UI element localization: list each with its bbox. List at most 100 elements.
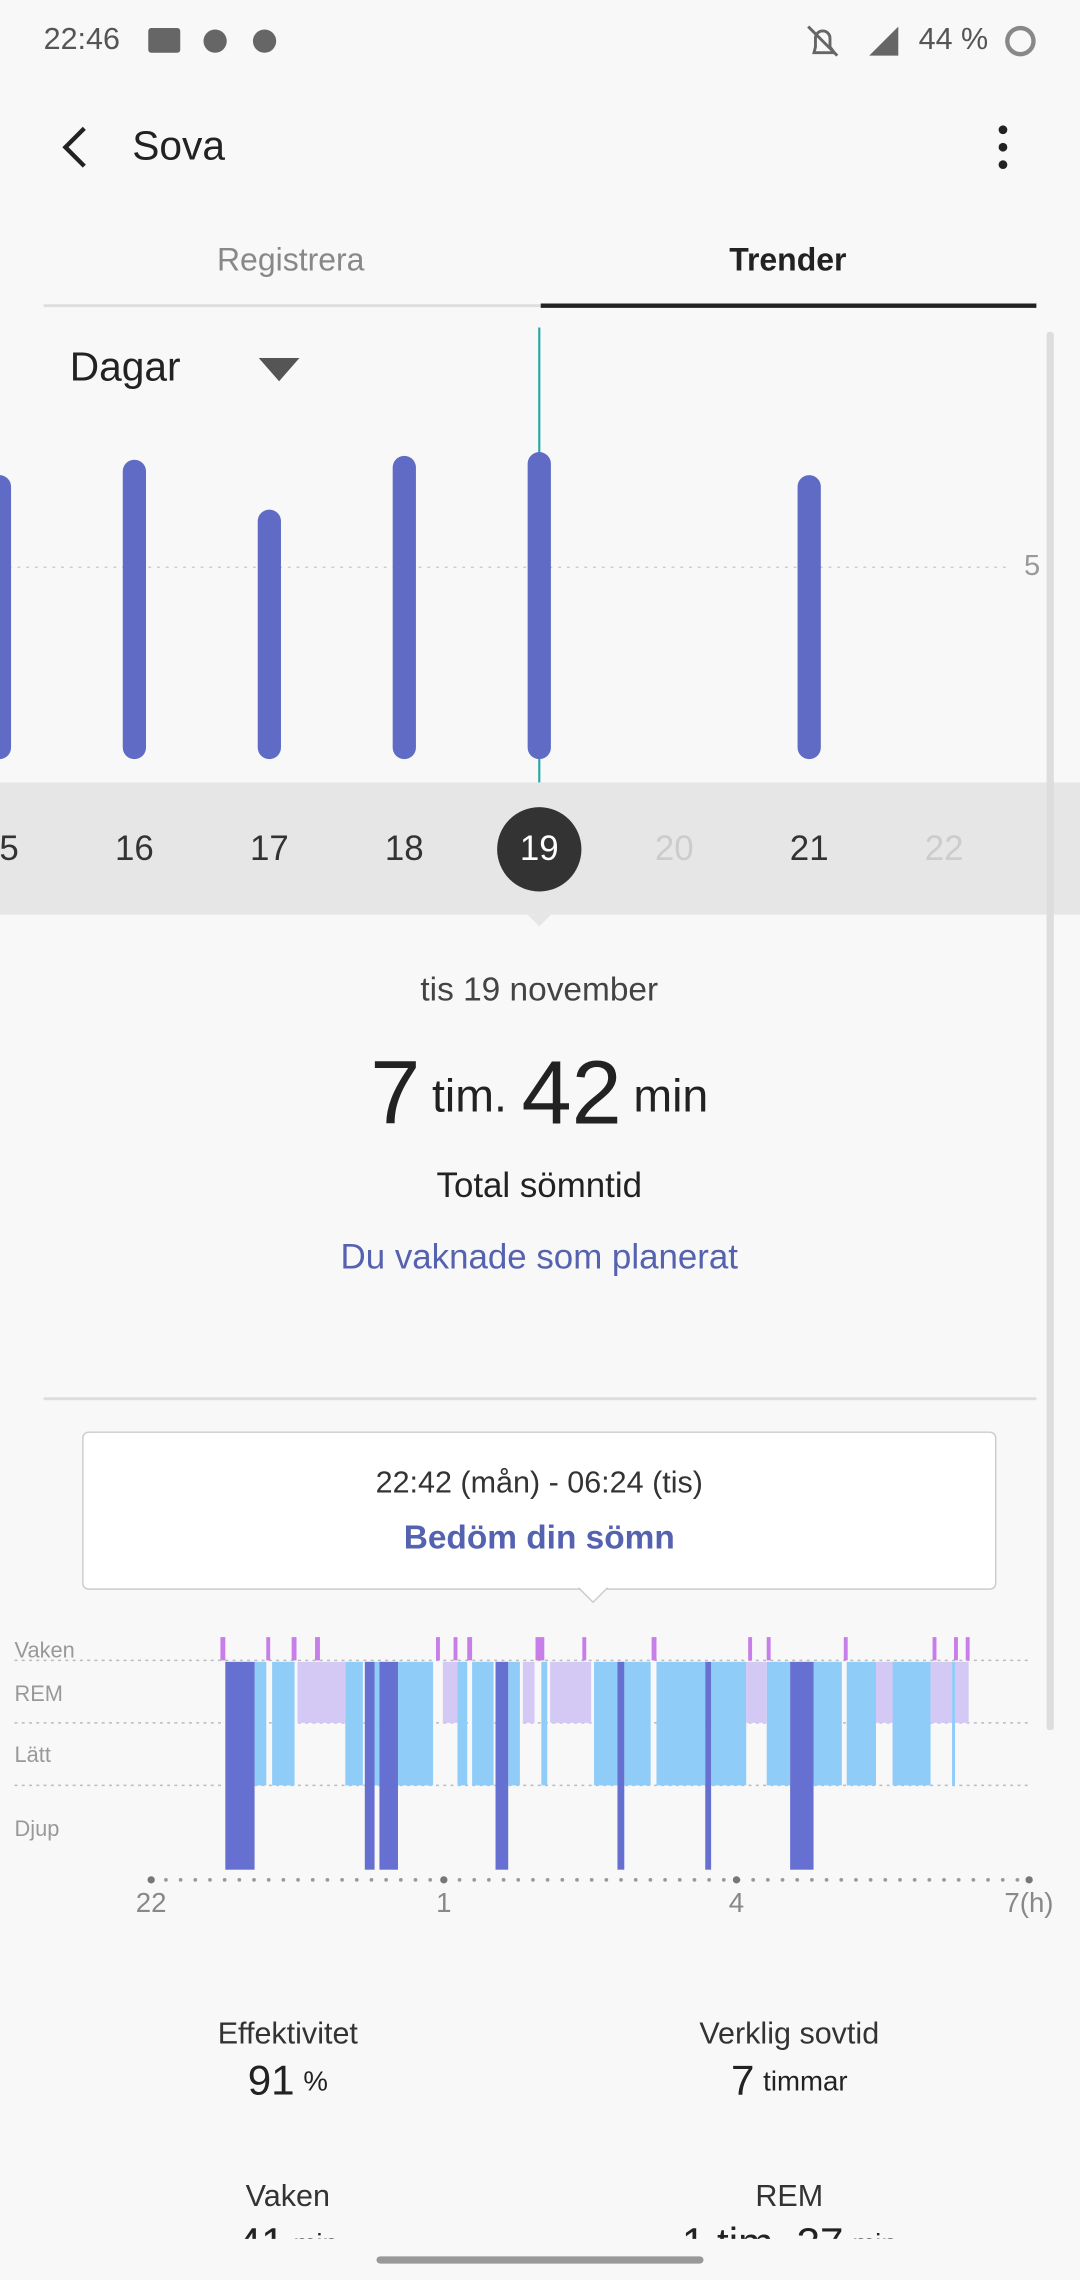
stage-segment <box>594 1661 618 1786</box>
stat-value: 1 tim. 37 min <box>682 2219 897 2266</box>
date-label: 20 <box>655 829 694 868</box>
stage-segment <box>965 1637 970 1661</box>
stat-label: REM <box>755 2179 823 2213</box>
x-tick-label: 7(h) <box>1004 1887 1053 1918</box>
stat-label: Effektivitet <box>218 2016 359 2050</box>
popup-action[interactable]: Bedöm din sömn <box>404 1520 675 1557</box>
stage-segment <box>436 1637 440 1661</box>
stage-segment <box>790 1661 814 1870</box>
dropdown-arrow[interactable] <box>258 357 300 382</box>
date-label: 19 <box>520 829 559 868</box>
stage-segment <box>364 1661 375 1870</box>
bar <box>257 509 281 760</box>
stage-segment <box>651 1637 657 1661</box>
level-label: Vaken <box>15 1637 75 1662</box>
stage-segment <box>522 1661 535 1723</box>
more-menu[interactable] <box>998 125 1008 170</box>
stage-segment <box>220 1637 226 1661</box>
stat-unit: % <box>303 2066 328 2097</box>
stat-number: 7 <box>731 2057 754 2104</box>
stage-segment <box>952 1661 955 1786</box>
back-button[interactable] <box>62 126 86 168</box>
summary-note: Du vaknade som planerat <box>341 1237 739 1276</box>
stage-segment <box>766 1637 771 1661</box>
strip-pointer <box>527 914 551 927</box>
stage-segment <box>656 1661 706 1786</box>
stage-segment <box>746 1661 767 1723</box>
stage-segment <box>954 1637 958 1661</box>
stage-segment <box>291 1637 297 1661</box>
total-sleep: 7 tim. 42 min <box>370 1042 708 1143</box>
stage-segment <box>875 1661 893 1723</box>
y-tick-label: 5 <box>1024 550 1040 582</box>
status-battery: 44 % <box>919 22 989 56</box>
stage-segment <box>379 1661 398 1870</box>
stage-segment <box>541 1661 548 1786</box>
stage-segment <box>272 1661 295 1786</box>
status-time: 22:46 <box>44 22 120 56</box>
battery-icon <box>1005 25 1036 57</box>
x-tick <box>147 1876 155 1884</box>
tab[interactable]: Registrera <box>217 241 365 277</box>
status-icons <box>148 25 899 57</box>
stage-segment <box>442 1661 458 1723</box>
stage-segment <box>843 1637 848 1661</box>
stat-value: 91% <box>248 2057 328 2104</box>
stat-value: 7 timmar <box>731 2057 848 2104</box>
stage-segment <box>535 1637 545 1661</box>
stat-unit: min <box>852 2228 897 2259</box>
stage-segment <box>315 1637 320 1661</box>
date-label: 22 <box>925 829 964 868</box>
stat-number: 91 <box>248 2057 295 2104</box>
stage-segment <box>495 1661 509 1870</box>
x-tick-label: 22 <box>136 1887 167 1918</box>
stage-segment <box>457 1661 468 1786</box>
tab-active[interactable]: Trender <box>729 241 846 277</box>
stage-segment <box>813 1661 842 1786</box>
x-tick <box>732 1876 741 1884</box>
level-label: Lätt <box>15 1742 51 1767</box>
bar <box>392 455 416 760</box>
home-indicator <box>376 2256 704 2264</box>
date-label: 15 <box>0 829 19 868</box>
stage-segment <box>932 1637 937 1661</box>
stat-unit: min <box>293 2228 338 2259</box>
stage-segment <box>453 1637 458 1661</box>
stage-segment <box>711 1661 747 1786</box>
stage-segment <box>624 1661 651 1786</box>
stage-segment <box>846 1661 876 1786</box>
stat-label: Vaken <box>246 2179 330 2213</box>
hypnogram: Vaken REM Lätt Djup 22 1 4 7(h) <box>14 1637 1054 1918</box>
x-tick <box>440 1876 448 1884</box>
stage-segment <box>297 1661 346 1723</box>
stage-segment <box>345 1661 363 1786</box>
stage-segment <box>748 1637 753 1661</box>
date-label: 16 <box>115 829 154 868</box>
stage-segment <box>617 1661 625 1870</box>
popup[interactable] <box>82 1431 997 1590</box>
stage-segment <box>705 1661 712 1870</box>
header-title: Sova <box>132 122 225 168</box>
stage-segment <box>508 1661 520 1786</box>
stage-segment <box>374 1661 380 1786</box>
bar <box>797 475 821 760</box>
stage-segment <box>930 1661 953 1723</box>
popup-range: 22:42 (mån) - 06:24 (tis) <box>376 1466 703 1500</box>
stage-segment <box>550 1661 592 1723</box>
x-tick-label: 4 <box>729 1887 744 1918</box>
selected-date <box>497 807 582 892</box>
bar <box>527 452 551 760</box>
x-tick-label: 1 <box>436 1887 451 1918</box>
stage-segment <box>266 1637 271 1661</box>
stage-segment <box>472 1661 494 1786</box>
summary-date: tis 19 november <box>420 972 658 1009</box>
stage-segment <box>582 1637 587 1661</box>
stat-unit: timmar <box>763 2066 847 2097</box>
stage-segment <box>892 1661 931 1786</box>
scrollbar <box>1046 331 1054 1731</box>
date-label: 18 <box>385 829 424 868</box>
level-label: Djup <box>15 1816 60 1841</box>
period-dropdown[interactable]: Dagar <box>70 343 181 389</box>
